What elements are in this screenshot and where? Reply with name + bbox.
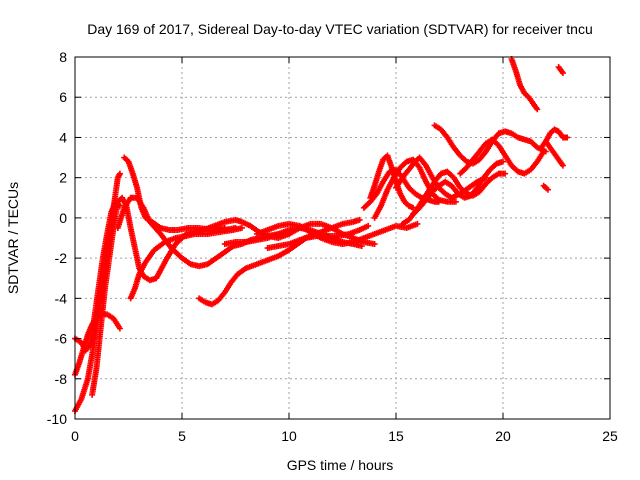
plot-frame bbox=[74, 56, 611, 420]
x-tick-label: 10 bbox=[281, 428, 297, 444]
x-tick-label: 25 bbox=[602, 428, 618, 444]
data-point bbox=[559, 162, 566, 169]
data-point bbox=[534, 106, 541, 113]
data-point bbox=[564, 134, 571, 141]
y-tick-label: -10 bbox=[47, 411, 67, 427]
data-points bbox=[72, 56, 571, 414]
data-point bbox=[414, 220, 421, 227]
y-axis-label: SDTVAR / TECUs bbox=[5, 182, 21, 294]
y-tick-label: 4 bbox=[59, 129, 67, 145]
data-point bbox=[540, 148, 547, 155]
y-tick-label: -4 bbox=[55, 290, 68, 306]
data-point bbox=[365, 222, 372, 229]
y-tick-label: -2 bbox=[55, 250, 68, 266]
y-tick-label: -8 bbox=[55, 371, 68, 387]
x-axis-label: GPS time / hours bbox=[287, 457, 394, 473]
x-tick-label: 15 bbox=[388, 428, 404, 444]
data-point bbox=[358, 243, 365, 250]
x-tick-label: 0 bbox=[71, 428, 79, 444]
data-point bbox=[559, 70, 566, 77]
data-point bbox=[238, 224, 245, 231]
chart-title: Day 169 of 2017, Sidereal Day-to-day VTE… bbox=[87, 21, 593, 37]
data-point bbox=[116, 325, 123, 332]
y-tick-label: 2 bbox=[59, 170, 67, 186]
y-tick-label: 8 bbox=[59, 49, 67, 65]
data-point bbox=[356, 216, 363, 223]
y-tick-label: 0 bbox=[59, 210, 67, 226]
x-tick-label: 5 bbox=[178, 428, 186, 444]
y-tick-label: 6 bbox=[59, 89, 67, 105]
data-point bbox=[502, 170, 509, 177]
data-point bbox=[371, 241, 378, 248]
y-tick-label: -6 bbox=[55, 331, 68, 347]
x-tick-label: 20 bbox=[495, 428, 511, 444]
data-point bbox=[452, 198, 459, 205]
data-point bbox=[544, 186, 551, 193]
axis-ticks: 0 5 10 15 20 25 -10 -8 -6 -4 -2 0 2 4 6 8 bbox=[47, 49, 618, 444]
data-point bbox=[500, 158, 506, 165]
data-point bbox=[116, 170, 123, 177]
